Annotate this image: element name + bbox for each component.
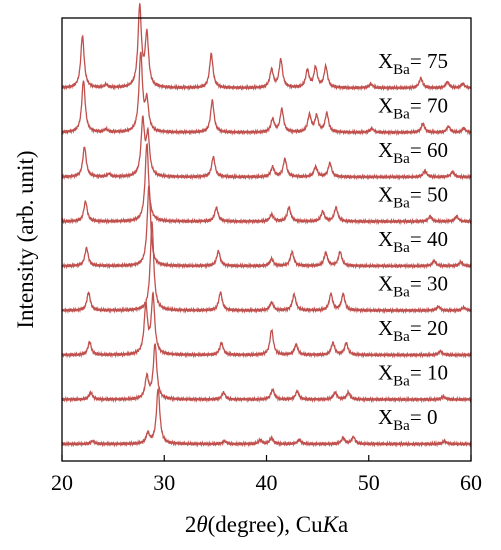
series-label-value: 50 [427,183,448,207]
series-label-xba-60: XBa= 60 [378,138,448,167]
series-label-equals: = [410,361,427,385]
series-label-xba-75: XBa= 75 [378,49,448,78]
series-label-subscript: Ba [393,374,410,390]
series-label-x: X [378,183,393,207]
series-label-subscript: Ba [393,329,410,345]
series-label-xba-50: XBa= 50 [378,183,448,212]
y-axis-label: Intensity (arb. unit) [13,150,38,328]
x-axis-label-end: a [338,512,348,537]
series-label-subscript: Ba [393,151,410,167]
series-label-x: X [378,94,393,118]
series-label-subscript: Ba [393,107,410,123]
x-axis-label-symbol: θ [196,512,207,537]
x-axis-label-rest: (degree), Cu [208,512,323,537]
series-label-value: 10 [427,361,448,385]
series-label-value: 70 [427,94,448,118]
x-tick-label: 30 [153,470,175,495]
series-label-value: 75 [427,49,448,73]
series-label-subscript: Ba [393,418,410,434]
series-label-equals: = [410,227,427,251]
series-label-equals: = [410,94,427,118]
xrd-trace-xba-30 [61,221,472,315]
x-axis-label-prefix: 2 [185,512,197,537]
x-axis-label: 2θ(degree), CuKa [185,512,348,537]
trace-group [61,2,472,448]
series-label-x: X [378,49,393,73]
series-label-value: 0 [427,405,438,429]
series-label-xba-70: XBa= 70 [378,94,448,123]
xrd-trace-xba-50 [61,142,472,226]
series-label-x: X [378,272,393,296]
xrd-trace-xba-40 [61,184,472,270]
series-label-equals: = [410,316,427,340]
series-label-value: 30 [427,272,448,296]
x-tick-label: 60 [460,470,482,495]
series-label-equals: = [410,138,427,162]
series-label-x: X [378,361,393,385]
series-label-xba-20: XBa= 20 [378,316,448,345]
series-label-equals: = [410,405,427,429]
series-label-x: X [378,227,393,251]
xrd-trace-xba-70 [61,51,472,137]
x-tick-label: 40 [256,470,278,495]
series-label-equals: = [410,183,427,207]
series-label-subscript: Ba [393,62,410,78]
series-label-equals: = [410,49,427,73]
series-label-subscript: Ba [393,196,410,212]
x-axis-label-italic: K [322,512,340,537]
series-label-value: 20 [427,316,448,340]
series-label-subscript: Ba [393,240,410,256]
x-tick-group: 20 30 40 50 60 [51,455,482,495]
series-label-x: X [378,316,393,340]
series-label-xba-0: XBa= 0 [378,405,437,434]
x-tick-label: 50 [358,470,380,495]
x-tick-label: 20 [51,470,73,495]
series-label-value: 40 [427,227,448,251]
xrd-trace-xba-0 [61,388,472,448]
xrd-trace-xba-60 [61,115,472,181]
series-label-xba-10: XBa= 10 [378,361,448,390]
xrd-trace-xba-20 [61,290,472,359]
xrd-trace-xba-10 [61,343,472,404]
xrd-trace-xba-75 [61,2,472,92]
series-label-subscript: Ba [393,285,410,301]
series-label-value: 60 [427,138,448,162]
series-label-xba-30: XBa= 30 [378,272,448,301]
series-label-x: X [378,138,393,162]
series-label-equals: = [410,272,427,296]
series-label-x: X [378,405,393,429]
series-label-xba-40: XBa= 40 [378,227,448,256]
